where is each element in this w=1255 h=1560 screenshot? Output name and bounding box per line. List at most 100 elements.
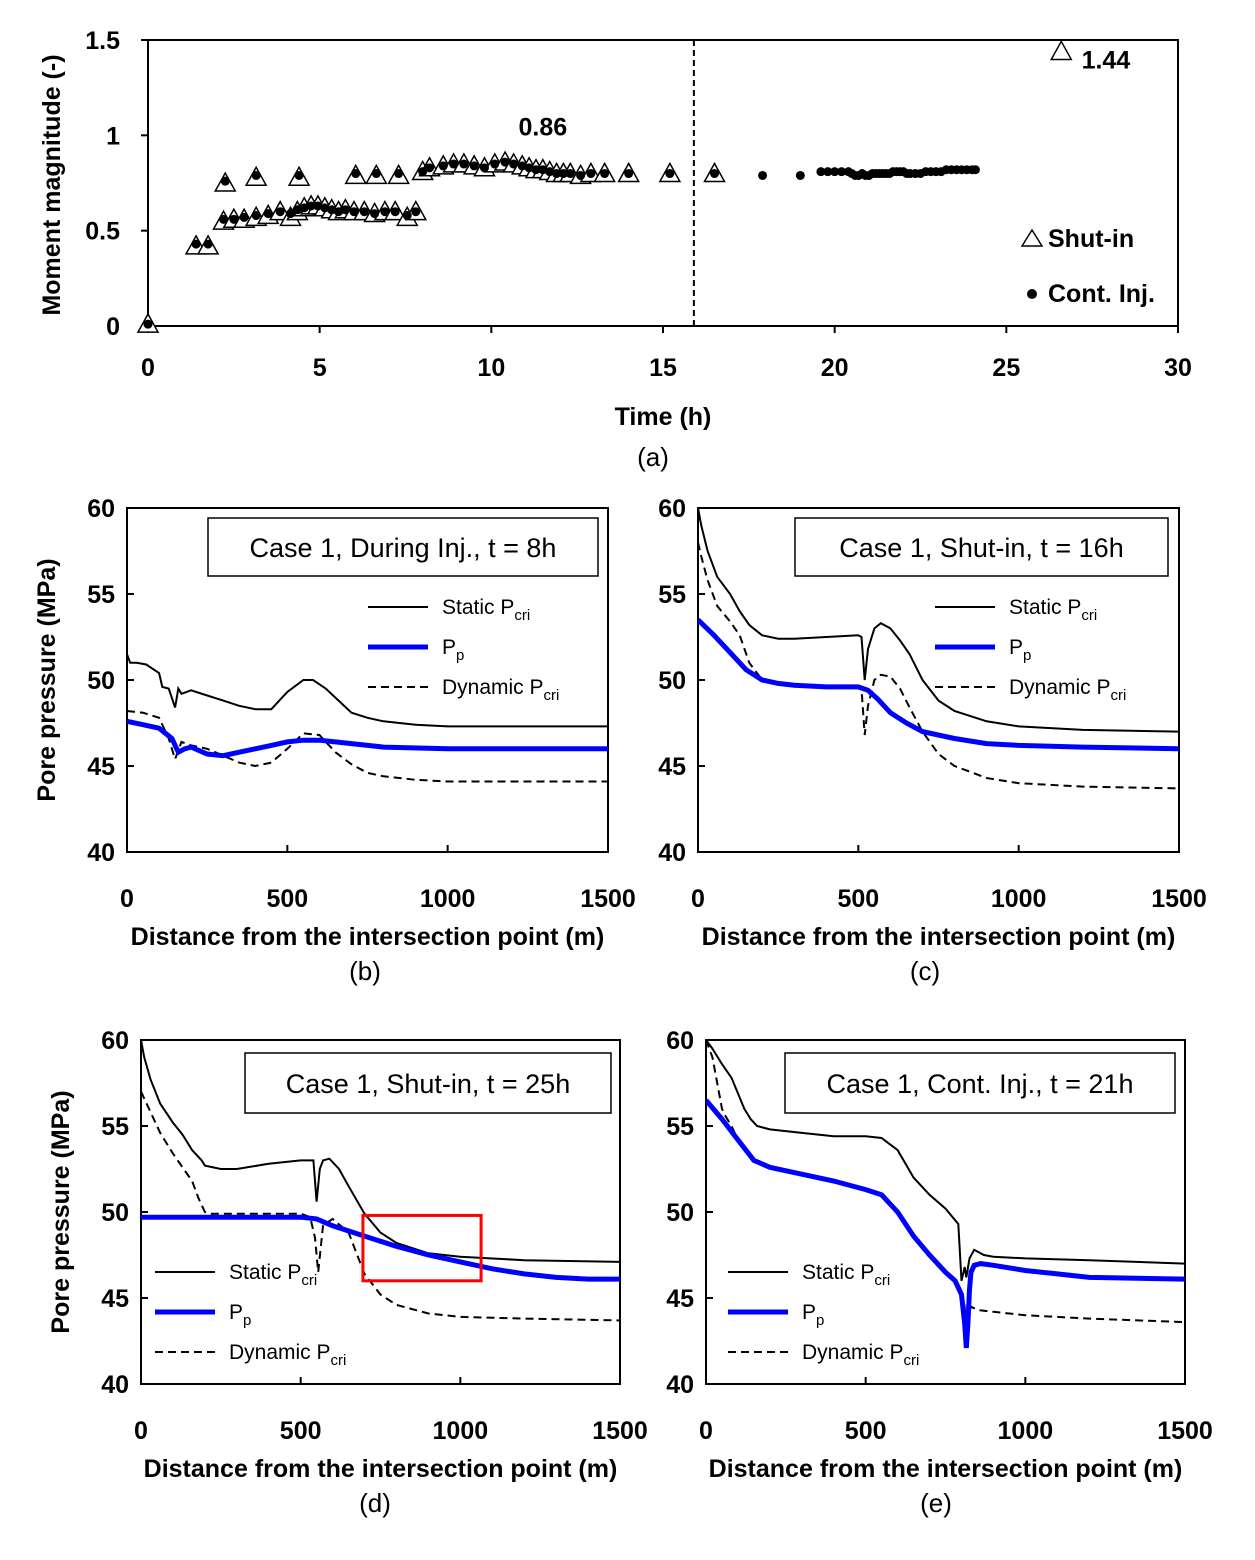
cont-inj-dot-point: [285, 209, 295, 219]
panel-a-caption: (a): [637, 442, 669, 472]
legend-dot-icon: [1027, 289, 1037, 299]
legend-static-pcri-label: Static Pcri: [229, 1261, 317, 1289]
cont-inj-dot-point: [665, 169, 675, 179]
x-tick-label: 20: [821, 354, 849, 382]
cont-inj-dot-point: [552, 169, 562, 179]
y-tick-label: 40: [658, 839, 686, 867]
cont-inj-dot-point: [837, 167, 847, 177]
x-tick-label: 0: [699, 1417, 713, 1445]
legend-pp-label: Pp: [802, 1301, 824, 1329]
panel-a-y-axis-label: Moment magnitude (-): [38, 54, 66, 315]
shut-in-triangle-point: [1049, 39, 1073, 61]
cont-inj-dot-point: [830, 167, 840, 177]
static-pcri-series-line: [698, 508, 1179, 733]
cont-inj-dot-point: [449, 159, 459, 169]
y-tick-label: 1.5: [85, 27, 120, 55]
x-axis-label: Distance from the intersection point (m): [702, 923, 1176, 951]
legend-pp-label-main: P: [802, 1301, 816, 1324]
legend-static-pcri-label: Static Pcri: [442, 596, 530, 624]
legend-static-pcri-label: Static Pcri: [1009, 596, 1097, 624]
legend-pp-label: Pp: [442, 636, 464, 664]
legend-static-pcri-label-main: Static P: [229, 1261, 301, 1284]
legend-static-pcri-label-sub: cri: [1081, 607, 1097, 624]
cont-inj-dot-point: [292, 205, 302, 215]
cont-inj-dot-point: [220, 176, 230, 186]
legend-pp-label-main: P: [1009, 636, 1023, 659]
y-tick-label: 45: [658, 753, 686, 781]
y-tick-label: 45: [666, 1285, 694, 1313]
cont-inj-dot-point: [349, 207, 359, 217]
legend-static-pcri-label-sub: cri: [301, 1272, 317, 1289]
static-pcri-series-line: [706, 1040, 1185, 1282]
cont-inj-dot-point: [710, 169, 719, 179]
x-tick-label: 1000: [420, 885, 476, 913]
x-tick-label: 30: [1164, 354, 1192, 382]
legend-static-pcri-label: Static Pcri: [802, 1261, 890, 1289]
x-tick-label: 1500: [592, 1417, 648, 1445]
y-tick-label: 60: [87, 495, 115, 523]
pp-series-line: [706, 1098, 1185, 1349]
cont-inj-dot-point: [538, 165, 548, 175]
legend-dynamic-pcri-label-main: Dynamic P: [229, 1341, 331, 1364]
legend-static-pcri-label-sub: cri: [874, 1272, 890, 1289]
legend-pp-label-sub: p: [243, 1312, 251, 1329]
cont-inj-dot-point: [459, 159, 469, 169]
cont-inj-dot-point: [402, 211, 412, 221]
y-tick-label: 55: [87, 581, 115, 609]
cont-inj-dot-point: [327, 205, 337, 215]
cont-inj-dot-point: [263, 209, 273, 219]
legend-pp-label-main: P: [442, 636, 456, 659]
cont-inj-dot-point: [411, 207, 421, 217]
panel-a-moment-magnitude-chart: 0 5 10 15 20 25 30 0 0.5 1 1.5 0.86 1.44 Shut-in C…: [38, 27, 1192, 472]
panel-a-legend: Shut-in Cont. Inj.: [1020, 225, 1155, 308]
cont-inj-dot-point: [558, 169, 568, 179]
x-tick-label: 1500: [1151, 885, 1207, 913]
x-tick-label: 500: [845, 1417, 887, 1445]
cont-inj-dot-point: [203, 239, 213, 249]
y-axis-label: Pore pressure (MPa): [47, 1090, 75, 1333]
x-tick-label: 500: [266, 885, 308, 913]
annotation-max-moment-during: 0.86: [518, 113, 567, 141]
y-tick-label: 0: [106, 313, 120, 341]
x-tick-label: 1500: [1157, 1417, 1213, 1445]
y-axis-label: Pore pressure (MPa): [33, 558, 61, 801]
y-tick-label: 0.5: [85, 218, 120, 246]
cont-inj-dot-point: [299, 203, 309, 213]
cont-inj-dot-point: [795, 170, 805, 180]
cont-inj-dot-point: [191, 239, 201, 249]
cont-inj-dot-point: [438, 161, 448, 171]
cont-inj-dot-point: [970, 165, 980, 175]
cont-inj-dot-point: [380, 207, 390, 217]
cont-inj-dot-point: [370, 209, 380, 219]
cont-inj-dot-point: [143, 319, 153, 329]
cont-inj-dot-point: [251, 211, 261, 221]
cont-inj-dot-point: [394, 169, 404, 179]
cont-inj-dot-point: [624, 169, 634, 179]
cont-inj-dot-point: [531, 165, 541, 175]
case-title-text: Case 1, Shut-in, t = 25h: [286, 1069, 570, 1099]
cont-inj-dot-point: [545, 167, 555, 177]
cont-inj-dot-point: [229, 214, 239, 224]
legend-dynamic-pcri-label: Dynamic Pcri: [442, 676, 559, 704]
y-tick-label: 60: [658, 495, 686, 523]
x-tick-label: 500: [280, 1417, 322, 1445]
cont-inj-dot-point: [275, 207, 285, 217]
dynamic-pcri-series-line: [698, 542, 1179, 790]
x-tick-label: 25: [992, 354, 1020, 382]
cont-inj-dot-point: [576, 170, 586, 180]
legend-static-pcri-label-main: Static P: [442, 596, 514, 619]
pp-series-line: [141, 1214, 620, 1282]
x-tick-label: 0: [141, 354, 155, 382]
x-axis-label: Distance from the intersection point (m): [709, 1455, 1183, 1483]
panel-a-ticks: 0 5 10 15 20 25 30 0 0.5 1 1.5: [85, 27, 1192, 382]
legend-dynamic-pcri-label: Dynamic Pcri: [1009, 676, 1126, 704]
cont-inj-dot-point: [565, 169, 575, 179]
legend-cont-inj-label: Cont. Inj.: [1048, 280, 1155, 308]
panel-d-pore-pressure-chart: 0 500 1000 1500 40 45 50 55 60 Case 1, Shut-in, t…: [47, 1027, 648, 1518]
legend-dynamic-pcri-label-sub: cri: [904, 1352, 920, 1369]
x-tick-label: 10: [477, 354, 505, 382]
cont-inj-dot-point: [306, 201, 316, 211]
legend-dynamic-pcri-label: Dynamic Pcri: [229, 1341, 346, 1369]
panel-caption: (c): [910, 956, 940, 986]
x-tick-label: 5: [313, 354, 327, 382]
